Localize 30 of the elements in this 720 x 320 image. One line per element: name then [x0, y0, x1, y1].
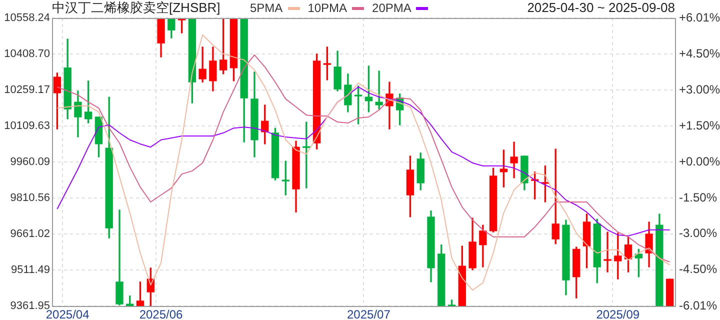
x-tick-label: 2025/04 — [46, 308, 90, 320]
candlestick — [510, 142, 518, 178]
y2-tick-label: +4.50% — [679, 46, 720, 60]
y2-tick-label: +0.00% — [679, 154, 720, 168]
y-tick-label: 9810.56 — [10, 192, 50, 204]
y2-tick-label: -6.01% — [679, 298, 718, 312]
y-tick-label: 10558.24 — [4, 12, 50, 24]
x-tick-label: 2025/07 — [346, 308, 391, 320]
legend-label: 20PMA — [372, 1, 412, 15]
y2-tick-label: -1.50% — [679, 190, 718, 204]
chart-subtitle: 2025-04-30 ~ 2025-09-08 — [527, 0, 675, 16]
y-tick-label: 10259.17 — [4, 84, 50, 96]
x-tick-label: 2025/06 — [139, 308, 184, 320]
y2-tick-label: -4.50% — [679, 262, 718, 276]
y-tick-label: 9960.09 — [10, 156, 50, 168]
y-tick-label: 10408.70 — [4, 48, 50, 60]
y-tick-label: 10109.63 — [4, 120, 50, 132]
candlestick — [116, 210, 124, 306]
y2-tick-label: -3.00% — [679, 226, 718, 240]
x-tick-label: 2025/09 — [596, 308, 640, 320]
chart-title: 中汉丁二烯橡胶卖空[ZHSBR] — [52, 0, 220, 16]
legend-label: 5PMA — [250, 1, 283, 15]
candlestick — [375, 70, 383, 110]
legend-label: 10PMA — [308, 1, 348, 15]
candlestick — [604, 232, 612, 272]
y2-tick-label: +3.00% — [679, 82, 720, 96]
y2-tick-label: +6.01% — [679, 10, 720, 24]
y2-tick-label: +1.50% — [679, 118, 720, 132]
y-tick-label: 9511.49 — [11, 264, 50, 276]
y-tick-label: 9661.02 — [10, 228, 50, 240]
